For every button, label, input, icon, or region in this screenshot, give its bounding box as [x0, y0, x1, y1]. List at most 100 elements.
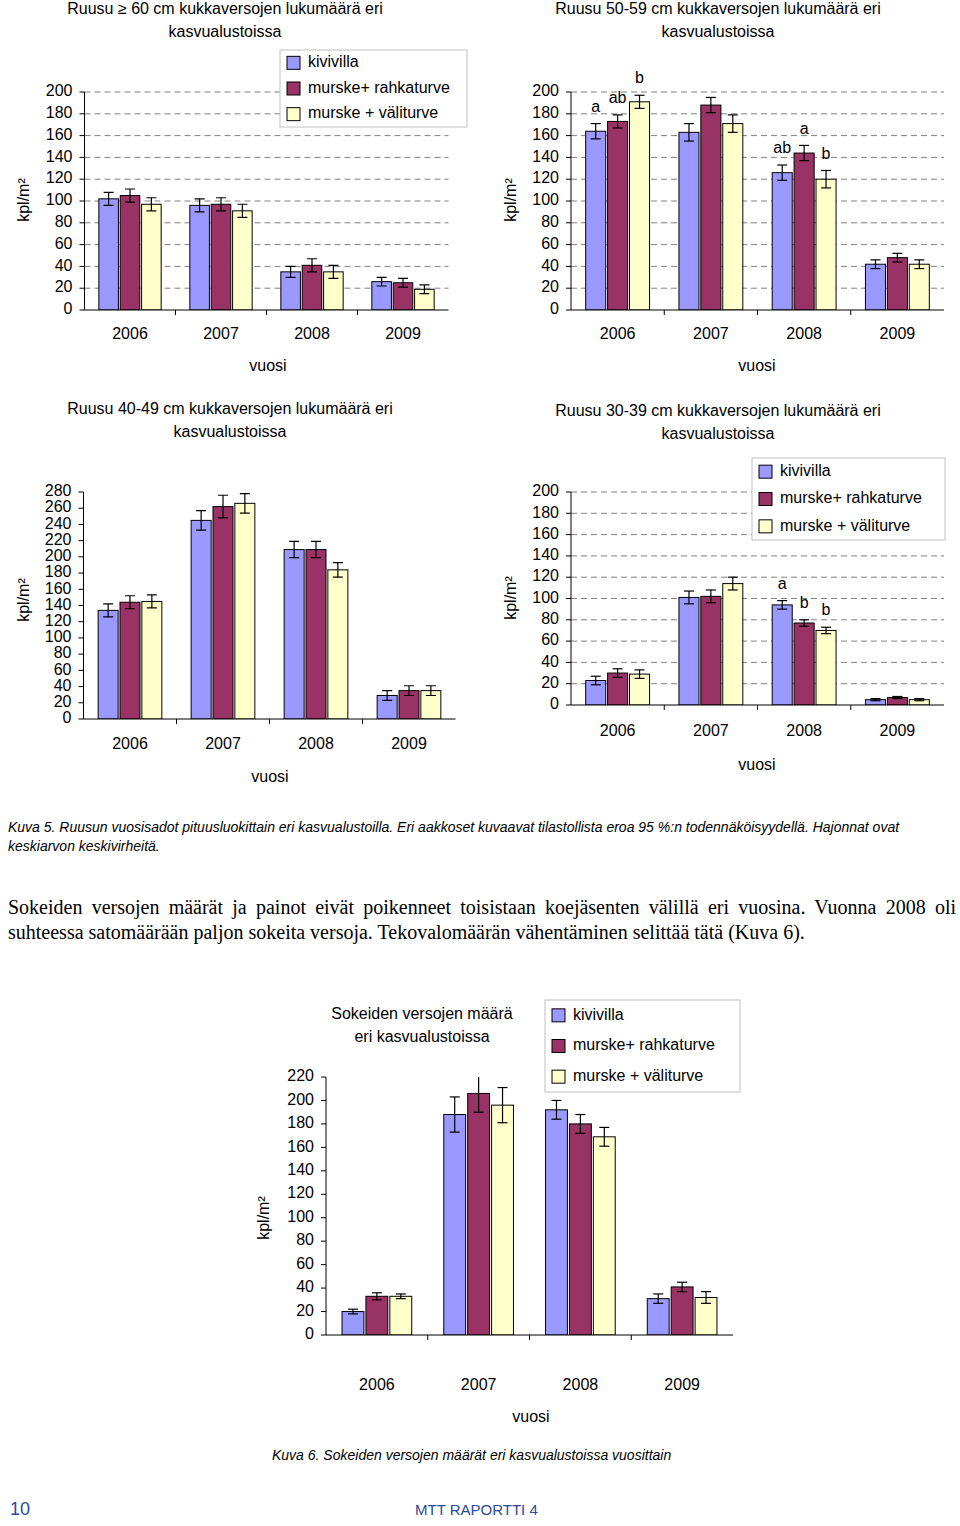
chart: Ruusu 30-39 cm kukkaversojen lukumäärä e…: [502, 402, 945, 773]
tick-mark: [80, 288, 85, 289]
category-label: 2006: [600, 325, 636, 342]
error-bar: [635, 95, 645, 108]
tick-mark: [321, 1170, 326, 1171]
tick-mark: [79, 605, 84, 606]
tick-mark: [80, 244, 85, 245]
tick-mark: [566, 598, 571, 599]
page: Ruusu ≥ 60 cm kukkaversojen lukumäärä er…: [0, 0, 960, 1526]
tick-mark: [566, 662, 571, 663]
error-bar: [311, 541, 321, 557]
legend: kivivillamurske+ rahkaturvemurske + väli…: [545, 1000, 740, 1092]
error-bar: [892, 253, 902, 262]
tick-mark: [566, 492, 571, 493]
grid-line: [85, 179, 449, 180]
grid-line: [85, 135, 449, 136]
tick-label: 80: [541, 213, 559, 230]
tick-label: 0: [550, 300, 559, 317]
tick-mark: [79, 508, 84, 509]
error-bar: [240, 494, 250, 513]
y-axis-label: kpl/m²: [255, 1196, 272, 1240]
tick-label: 100: [532, 191, 559, 208]
tick-label: 60: [541, 631, 559, 648]
tick-mark: [566, 310, 571, 311]
tick-mark: [80, 310, 85, 311]
error-bar: [396, 1294, 406, 1299]
tick-mark: [79, 637, 84, 638]
tick-mark: [566, 619, 571, 620]
tick-mark: [566, 266, 571, 267]
bar: [630, 674, 650, 705]
y-axis: [571, 92, 572, 310]
tick-label: 100: [287, 1208, 314, 1225]
error-bar: [684, 124, 694, 141]
tick-label: 120: [287, 1184, 314, 1201]
bar: [546, 1110, 568, 1335]
x-axis-label: vuosi: [512, 1408, 549, 1425]
significance-letter: ab: [773, 139, 791, 156]
category-tick: [850, 705, 851, 710]
error-bar: [103, 604, 113, 617]
error-bar: [821, 170, 831, 187]
error-bar: [677, 1282, 687, 1291]
category-label: 2008: [563, 1376, 599, 1393]
category-tick: [664, 705, 665, 710]
bar: [99, 199, 119, 310]
bar: [366, 1296, 388, 1335]
error-bar: [591, 124, 601, 139]
error-bar: [372, 1293, 382, 1300]
error-bar: [125, 189, 135, 202]
legend: kivivillamurske+ rahkaturvemurske + väli…: [752, 458, 945, 540]
tick-mark: [80, 201, 85, 202]
legend-label: kivivilla: [573, 1006, 624, 1023]
category-tick: [427, 1335, 428, 1340]
legend-swatch: [759, 465, 772, 478]
page-number: 10: [10, 1499, 30, 1520]
tick-label: 20: [55, 278, 73, 295]
tick-label: 260: [45, 498, 72, 515]
legend-swatch: [287, 108, 300, 121]
bar: [865, 700, 885, 705]
chart: Ruusu ≥ 60 cm kukkaversojen lukumäärä er…: [15, 0, 467, 374]
tick-mark: [79, 492, 84, 493]
category-label: 2006: [359, 1376, 395, 1393]
bar: [235, 503, 255, 719]
bar: [393, 283, 413, 310]
chart-title: eri kasvualustoissa: [354, 1028, 489, 1045]
tick-label: 40: [541, 653, 559, 670]
bar: [723, 124, 743, 310]
tick-label: 60: [54, 661, 72, 678]
bar: [328, 570, 348, 719]
tick-mark: [321, 1147, 326, 1148]
tick-mark: [79, 670, 84, 671]
bar: [695, 1297, 717, 1335]
error-bar: [635, 670, 645, 679]
bar: [213, 507, 233, 719]
bar: [586, 681, 606, 705]
y-axis: [326, 1077, 327, 1335]
body-paragraph: Sokeiden versojen määrät ja painot eivät…: [8, 895, 956, 945]
tick-label: 200: [287, 1091, 314, 1108]
tick-label: 80: [54, 644, 72, 661]
legend-label: murske+ rahkaturve: [780, 489, 922, 506]
category-label: 2008: [294, 325, 330, 342]
error-bar: [575, 1115, 585, 1134]
bar: [909, 264, 929, 310]
category-tick: [176, 719, 177, 724]
error-bar: [777, 601, 787, 610]
error-bar: [799, 145, 809, 160]
bar: [794, 153, 814, 310]
error-bar: [653, 1294, 663, 1303]
tick-label: 180: [45, 563, 72, 580]
error-bar: [382, 691, 392, 701]
tick-label: 60: [541, 235, 559, 252]
error-bar: [706, 590, 716, 603]
bar: [190, 205, 210, 310]
bar: [211, 204, 231, 310]
legend-swatch: [287, 82, 300, 95]
tick-label: 140: [46, 148, 73, 165]
error-bar: [218, 495, 228, 518]
plot-marks: [586, 577, 930, 705]
bar: [586, 131, 606, 310]
significance-letter: a: [778, 575, 787, 592]
tick-mark: [566, 534, 571, 535]
